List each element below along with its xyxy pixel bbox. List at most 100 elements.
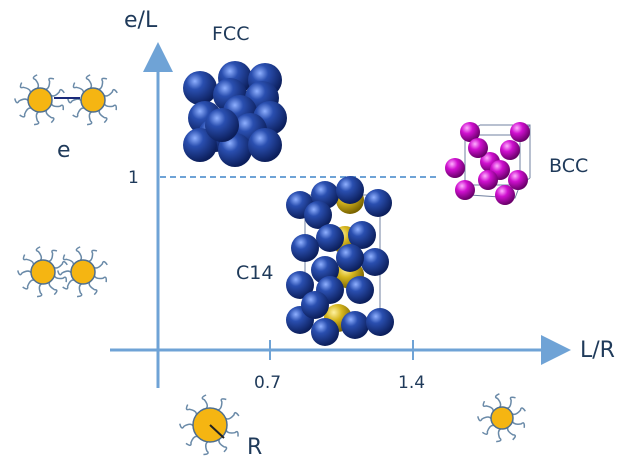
phase-label: BCC xyxy=(549,155,588,177)
ligand xyxy=(48,281,58,296)
atom xyxy=(301,291,329,319)
ligand xyxy=(35,246,43,261)
atom xyxy=(336,244,364,272)
ligand xyxy=(506,426,517,441)
nanoparticle xyxy=(80,87,106,113)
radius-label: R xyxy=(247,435,262,460)
atom xyxy=(508,170,528,190)
atom xyxy=(248,128,282,162)
atom xyxy=(364,189,392,217)
ligand xyxy=(85,74,93,89)
ligand xyxy=(53,275,68,283)
atom xyxy=(366,308,394,336)
atom xyxy=(348,221,376,249)
ligand xyxy=(185,404,198,415)
ligand xyxy=(72,107,85,118)
ligand xyxy=(103,88,118,97)
ligand xyxy=(57,270,72,276)
ligand xyxy=(482,400,494,412)
ligand xyxy=(477,416,492,422)
nanoparticle xyxy=(490,406,514,430)
y-axis-label: e/L xyxy=(124,8,158,33)
atom xyxy=(183,71,217,105)
ligand xyxy=(22,279,35,290)
atom xyxy=(460,122,480,142)
atom xyxy=(218,133,252,167)
ligand xyxy=(17,270,32,276)
ligand xyxy=(48,249,58,263)
ligand xyxy=(50,103,65,111)
atom xyxy=(455,180,475,200)
atom xyxy=(361,248,389,276)
ligand xyxy=(14,98,29,104)
atom xyxy=(500,140,520,160)
atom xyxy=(445,158,465,178)
nanoparticle xyxy=(70,259,96,285)
ligand xyxy=(22,254,35,265)
ligand xyxy=(86,111,93,126)
ligand xyxy=(19,82,32,93)
ligand xyxy=(494,393,502,408)
ligand xyxy=(98,109,108,124)
ligand xyxy=(506,396,516,409)
atom xyxy=(183,128,217,162)
atom xyxy=(304,201,332,229)
ligand xyxy=(93,260,108,269)
ligand xyxy=(217,398,227,411)
atom xyxy=(478,170,498,190)
phase-label: FCC xyxy=(212,23,249,45)
atom xyxy=(311,318,339,346)
illustrations xyxy=(14,61,531,456)
ligand xyxy=(88,281,98,296)
ligand xyxy=(75,246,83,261)
atom xyxy=(468,138,488,158)
x-axis-label: L/R xyxy=(580,338,615,363)
ligand xyxy=(32,74,40,89)
ligand xyxy=(185,435,198,447)
atom xyxy=(316,224,344,252)
atom xyxy=(205,108,239,142)
x-tick-label: 0.7 xyxy=(254,373,281,393)
ligand xyxy=(203,441,209,456)
ligand xyxy=(19,107,32,118)
atom xyxy=(495,185,515,205)
ligand xyxy=(36,283,43,298)
atom xyxy=(336,176,364,204)
ligand xyxy=(98,77,108,91)
atom xyxy=(286,271,314,299)
radius-arrow xyxy=(209,424,225,439)
ligand xyxy=(225,411,240,420)
ligand xyxy=(72,82,85,93)
ligand xyxy=(511,420,526,428)
atom xyxy=(510,122,530,142)
ligand xyxy=(62,254,75,265)
y-tick-label: 1 xyxy=(128,168,139,188)
nanoparticle xyxy=(27,87,53,113)
ligand xyxy=(201,394,209,409)
ligand xyxy=(179,423,194,429)
ligand xyxy=(93,275,108,283)
ligand xyxy=(511,407,526,416)
ligand xyxy=(88,249,98,263)
ligand xyxy=(225,429,239,437)
ligand xyxy=(62,279,75,290)
ligand xyxy=(496,428,502,443)
x-tick-label: 1.4 xyxy=(398,373,425,393)
ligand xyxy=(45,109,55,124)
ligand xyxy=(103,103,118,111)
spacing-label: e xyxy=(57,138,71,163)
ligand xyxy=(481,424,495,435)
phase-label: C14 xyxy=(236,262,273,284)
ligand xyxy=(218,438,228,453)
atom xyxy=(291,234,319,262)
ligand xyxy=(53,260,68,269)
atom xyxy=(346,276,374,304)
ligand xyxy=(76,283,83,298)
ligand xyxy=(50,88,65,97)
nanoparticle xyxy=(30,259,56,285)
atom xyxy=(341,311,369,339)
ligand xyxy=(45,77,55,91)
ligand xyxy=(67,98,82,104)
ligand xyxy=(33,111,40,126)
